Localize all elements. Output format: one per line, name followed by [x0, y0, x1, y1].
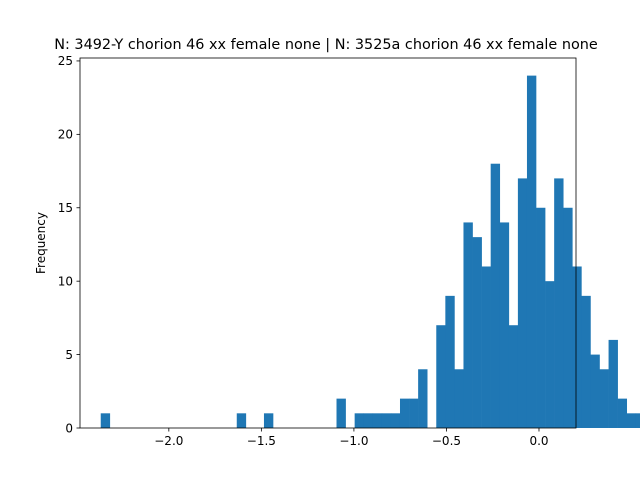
histogram-bar: [454, 369, 464, 428]
histogram-bar: [508, 325, 519, 428]
histogram-bar: [608, 339, 618, 428]
y-tick-label: 5: [65, 348, 73, 362]
histogram-bar: [590, 354, 600, 428]
histogram-bar: [381, 413, 392, 428]
histogram-bar: [490, 163, 501, 428]
y-axis-label: Frequency: [34, 212, 48, 274]
histogram-bar: [463, 222, 473, 428]
y-tick-label: 10: [58, 274, 73, 288]
histogram-bar: [581, 295, 591, 428]
x-tick-label: −1.0: [339, 434, 368, 448]
chart-title: N: 3492-Y chorion 46 xx female none | N:…: [54, 37, 598, 53]
y-tick-label: 15: [58, 201, 73, 215]
histogram-bar: [336, 398, 346, 428]
histogram-bar: [572, 266, 582, 428]
histogram-bar: [418, 369, 428, 428]
y-axis: 0 5 10 15 20 25: [58, 54, 80, 435]
histogram-bar: [481, 266, 491, 428]
histogram-bar: [409, 398, 419, 428]
y-tick-label: 25: [58, 54, 73, 68]
histogram-bar: [499, 222, 510, 428]
histogram-bar: [517, 178, 528, 428]
histogram-bar: [399, 398, 410, 428]
histogram-bar: [626, 413, 637, 428]
histogram-bar: [390, 413, 401, 428]
x-tick-label: −2.0: [154, 434, 183, 448]
x-axis: −2.0 −1.5 −1.0 −0.5 0.0: [154, 428, 549, 448]
plot-frame: [79, 57, 577, 429]
histogram-bar: [263, 413, 274, 428]
x-tick-label: −0.5: [432, 434, 461, 448]
histogram-bar: [436, 325, 446, 428]
y-tick-label: 20: [58, 128, 73, 142]
y-tick-label: 0: [65, 421, 73, 435]
histogram-bar: [635, 413, 640, 428]
histogram-bar: [236, 413, 247, 428]
histogram-bar: [354, 413, 365, 428]
bars-group: [100, 75, 640, 429]
x-tick-label: −1.5: [247, 434, 276, 448]
x-tick-label: 0.0: [529, 434, 548, 448]
histogram-bar: [363, 413, 374, 428]
histogram-bar: [372, 413, 383, 428]
histogram-bar: [554, 178, 564, 428]
histogram-bar: [563, 207, 573, 428]
histogram-bar: [445, 295, 455, 428]
histogram-bar: [536, 207, 546, 428]
histogram-bar: [617, 398, 628, 428]
histogram-bar: [545, 281, 555, 428]
histogram-bar: [100, 413, 111, 428]
histogram-bar: [599, 369, 609, 428]
histogram-bar: [526, 75, 537, 429]
histogram-bar: [472, 237, 482, 428]
